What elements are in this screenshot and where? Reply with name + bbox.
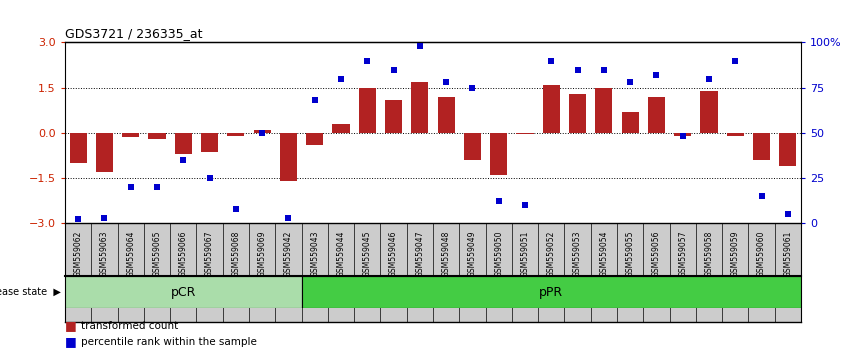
Bar — [543, 85, 559, 133]
Bar — [359, 88, 376, 133]
Text: GSM559066: GSM559066 — [178, 231, 188, 278]
Text: ■: ■ — [65, 335, 77, 348]
Text: GSM559046: GSM559046 — [389, 231, 398, 278]
Text: GSM559058: GSM559058 — [705, 231, 714, 277]
Bar — [254, 130, 271, 133]
Text: disease state  ▶: disease state ▶ — [0, 287, 61, 297]
Bar — [595, 88, 612, 133]
Bar — [411, 81, 429, 133]
Text: transformed count: transformed count — [81, 321, 178, 331]
Bar — [385, 100, 402, 133]
Bar — [727, 133, 744, 136]
Bar — [701, 91, 718, 133]
Text: GSM559053: GSM559053 — [573, 231, 582, 278]
Bar — [69, 133, 87, 163]
Text: GSM559050: GSM559050 — [494, 231, 503, 278]
Bar — [753, 133, 770, 160]
Text: GSM559065: GSM559065 — [152, 231, 161, 278]
Bar — [569, 93, 586, 133]
Text: GSM559059: GSM559059 — [731, 231, 740, 278]
Bar — [779, 133, 797, 166]
Bar — [96, 133, 113, 172]
Text: GSM559052: GSM559052 — [546, 231, 556, 277]
Text: GSM559047: GSM559047 — [416, 231, 424, 278]
Text: GSM559042: GSM559042 — [284, 231, 293, 277]
Text: GSM559045: GSM559045 — [363, 231, 372, 278]
Bar — [333, 124, 350, 133]
Bar — [227, 133, 244, 136]
Text: GSM559056: GSM559056 — [652, 231, 661, 278]
Text: GSM559057: GSM559057 — [678, 231, 688, 278]
Text: GSM559063: GSM559063 — [100, 231, 109, 278]
Bar — [464, 133, 481, 160]
Text: pCR: pCR — [171, 286, 196, 298]
Text: GSM559062: GSM559062 — [74, 231, 82, 277]
Text: GSM559061: GSM559061 — [784, 231, 792, 277]
Text: GSM559069: GSM559069 — [257, 231, 267, 278]
Text: GSM559043: GSM559043 — [310, 231, 320, 278]
Bar — [175, 133, 191, 154]
Bar — [648, 97, 665, 133]
Bar — [675, 133, 691, 136]
Bar — [122, 133, 139, 137]
Bar — [516, 133, 533, 134]
Text: GSM559044: GSM559044 — [337, 231, 346, 278]
Text: GSM559055: GSM559055 — [625, 231, 635, 278]
Text: GSM559060: GSM559060 — [757, 231, 766, 278]
Bar — [148, 133, 165, 139]
Bar — [490, 133, 507, 175]
Bar — [622, 112, 639, 133]
Text: ■: ■ — [65, 319, 77, 332]
Bar — [437, 97, 455, 133]
Text: GSM559064: GSM559064 — [126, 231, 135, 278]
Text: GSM559068: GSM559068 — [231, 231, 241, 277]
Text: GSM559054: GSM559054 — [599, 231, 609, 278]
Bar — [65, 276, 301, 308]
Bar — [280, 133, 297, 181]
Text: GSM559048: GSM559048 — [442, 231, 450, 277]
Text: percentile rank within the sample: percentile rank within the sample — [81, 337, 256, 347]
Text: GSM559051: GSM559051 — [520, 231, 529, 277]
Bar — [201, 133, 218, 152]
Text: GSM559049: GSM559049 — [468, 231, 477, 278]
Bar — [301, 276, 801, 308]
Text: GDS3721 / 236335_at: GDS3721 / 236335_at — [65, 27, 203, 40]
Bar — [307, 133, 323, 145]
Text: pPR: pPR — [540, 286, 564, 298]
Text: GSM559067: GSM559067 — [205, 231, 214, 278]
